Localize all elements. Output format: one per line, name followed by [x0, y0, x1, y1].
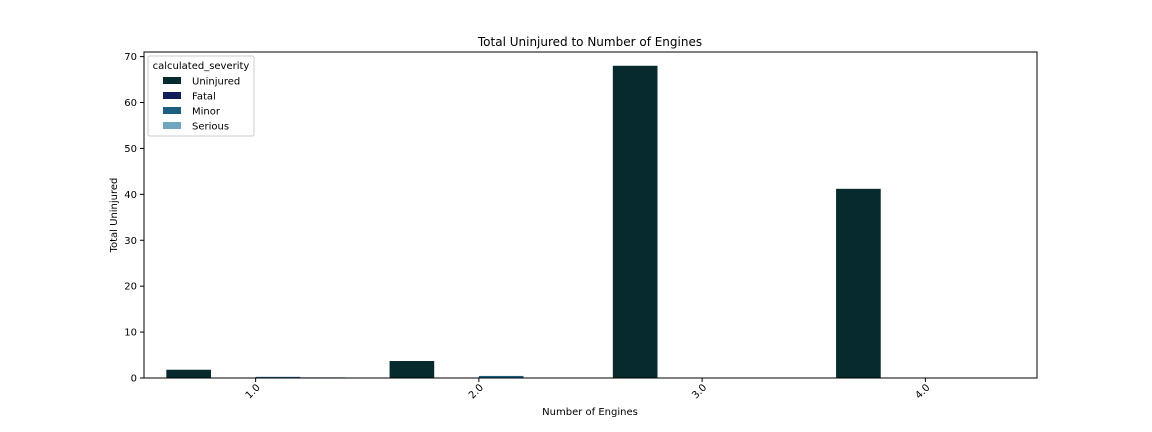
- legend-label-uninjured: Uninjured: [192, 77, 240, 88]
- legend-label-minor: Minor: [192, 107, 221, 118]
- x-tick-label: 2.0: [467, 382, 486, 401]
- y-tick-label: 30: [124, 236, 137, 247]
- y-tick-label: 50: [124, 144, 137, 155]
- bar-minor-1.0: [255, 376, 301, 378]
- plot-area: 0 10 20 30 40 50 60 70 1.0 2.0 3.0 4.0: [124, 51, 1038, 401]
- y-tick-label: 40: [124, 190, 137, 201]
- y-tick-label: 0: [131, 374, 137, 385]
- x-tick-label: 4.0: [913, 382, 932, 401]
- x-tick-label: 1.0: [244, 382, 263, 401]
- y-tick-label: 60: [124, 98, 137, 109]
- bar-uninjured-1.0: [166, 369, 211, 378]
- legend-swatch-serious: [163, 122, 181, 129]
- legend-swatch-fatal: [163, 92, 181, 99]
- bar-minor-2.0: [478, 375, 524, 378]
- bar-uninjured-2.0: [389, 361, 435, 378]
- bar-uninjured-4.0: [836, 188, 881, 378]
- bar-uninjured-3.0: [612, 65, 658, 379]
- legend: calculated_severity Uninjured Fatal Minor S…: [147, 55, 255, 137]
- legend-swatch-uninjured: [163, 77, 181, 84]
- chart-title: Total Uninjured to Number of Engines: [477, 35, 702, 49]
- legend-title: calculated_severity: [153, 61, 250, 72]
- legend-label-serious: Serious: [192, 122, 229, 133]
- legend-label-fatal: Fatal: [192, 92, 216, 103]
- y-axis-label: Total Uninjured: [109, 178, 120, 254]
- legend-box: [147, 55, 255, 137]
- x-axis-label: Number of Engines: [542, 407, 638, 418]
- y-tick-label: 20: [124, 282, 137, 293]
- legend-swatch-minor: [163, 107, 181, 114]
- plot-frame: [143, 51, 1038, 379]
- x-tick-label: 3.0: [690, 382, 709, 401]
- y-tick-label: 10: [124, 328, 137, 339]
- y-tick-label: 70: [124, 52, 137, 63]
